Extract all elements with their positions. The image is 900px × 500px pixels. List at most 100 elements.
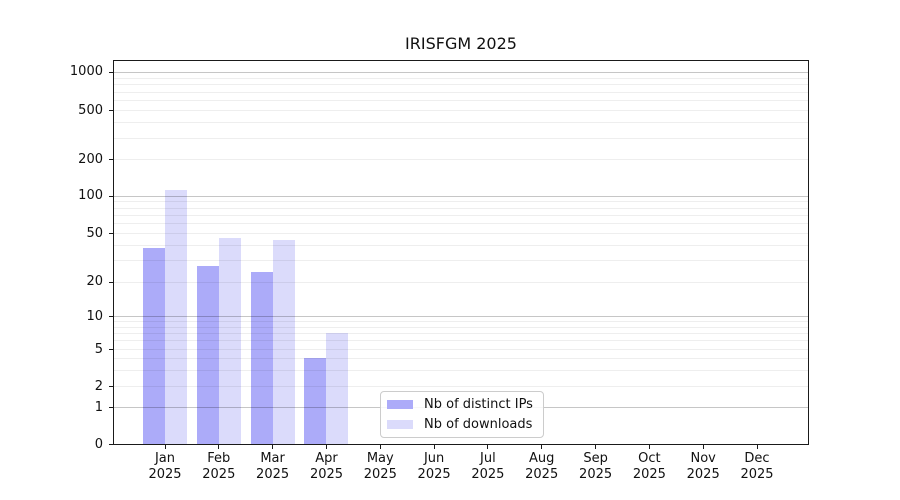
x-tick-label: Mar 2025 [245, 451, 301, 483]
x-tick-label: Nov 2025 [675, 451, 731, 483]
bar-downloads-apr [326, 332, 349, 444]
x-tick-year: 2025 [686, 467, 720, 482]
legend-label-distinct-ips: Nb of distinct IPs [424, 396, 533, 412]
bar-downloads-feb [218, 237, 241, 444]
gridline-major [114, 195, 808, 197]
y-tick-label: 100 [78, 188, 103, 204]
x-tick-year: 2025 [417, 467, 451, 482]
gridline-minor [114, 245, 808, 247]
x-tick-year: 2025 [579, 467, 613, 482]
gridline-minor [114, 340, 808, 342]
x-tick-label: Jun 2025 [406, 451, 462, 483]
y-tick-label: 1 [94, 399, 103, 415]
x-tick-month: May [366, 451, 394, 466]
legend-swatch-distinct-ips [387, 400, 413, 409]
x-tick-label: Oct 2025 [621, 451, 677, 483]
y-tick-label: 1000 [69, 64, 103, 80]
gridline-major [114, 71, 808, 73]
y-tick-label: 20 [86, 274, 103, 290]
gridline-minor [114, 122, 808, 124]
x-tick-mark [756, 445, 758, 449]
legend-swatch-downloads [387, 420, 413, 429]
y-tick-mark [109, 110, 113, 112]
bar-distinct-ips-mar [250, 272, 273, 444]
gridline-minor [114, 91, 808, 93]
gridline-minor [114, 233, 808, 235]
y-tick-mark [109, 159, 113, 161]
x-tick-month: Oct [638, 451, 661, 466]
gridline-minor [114, 77, 808, 79]
x-tick-mark [164, 445, 166, 449]
y-tick-mark [109, 233, 113, 235]
x-tick-label: Apr 2025 [299, 451, 355, 483]
legend-label-downloads: Nb of downloads [424, 416, 533, 432]
x-tick-mark [379, 445, 381, 449]
x-tick-month: Feb [207, 451, 231, 466]
y-tick-mark [109, 316, 113, 317]
x-tick-mark [595, 445, 597, 449]
x-tick-label: Sep 2025 [568, 451, 624, 483]
y-tick-label: 2 [94, 378, 103, 394]
x-tick-mark [218, 445, 220, 449]
x-tick-mark [326, 445, 327, 449]
x-tick-label: Feb 2025 [191, 451, 247, 483]
x-tick-year: 2025 [202, 467, 236, 482]
x-tick-label: May 2025 [352, 451, 408, 483]
y-tick-mark [109, 281, 113, 283]
gridline-major [114, 316, 808, 317]
y-tick-label: 10 [86, 308, 103, 324]
gridline-minor [114, 110, 808, 112]
x-tick-mark [433, 445, 435, 449]
x-tick-month: Nov [690, 451, 716, 466]
x-tick-label: Aug 2025 [514, 451, 570, 483]
gridline-minor [114, 281, 808, 283]
legend-item-downloads: Nb of downloads [387, 416, 543, 432]
bar-downloads-mar [272, 240, 295, 444]
x-tick-label: Jan 2025 [137, 451, 193, 483]
y-tick-mark [109, 71, 113, 73]
gridline-minor [114, 386, 808, 387]
x-tick-label: Jul 2025 [460, 451, 516, 483]
gridline-minor [114, 358, 808, 359]
gridline-minor [114, 84, 808, 86]
gridline-minor [114, 369, 808, 371]
plot-area [113, 60, 809, 445]
x-tick-month: Jan [154, 451, 176, 466]
y-tick-mark [109, 444, 113, 445]
y-tick-label: 200 [78, 151, 103, 167]
y-tick-label: 0 [94, 436, 103, 452]
x-tick-year: 2025 [148, 467, 182, 482]
x-tick-year: 2025 [363, 467, 397, 482]
x-tick-mark [487, 445, 489, 449]
gridline-minor [114, 207, 808, 209]
y-tick-mark [109, 386, 113, 387]
y-tick-mark [109, 407, 113, 409]
gridline-minor [114, 321, 808, 322]
y-tick-mark [109, 195, 113, 197]
gridline-minor [114, 215, 808, 216]
bar-downloads-jan [165, 190, 187, 444]
gridline-minor [114, 201, 808, 203]
x-tick-year: 2025 [309, 467, 344, 482]
x-tick-year: 2025 [740, 467, 774, 482]
x-tick-month: Apr [315, 451, 338, 466]
x-tick-month: Aug [528, 451, 555, 466]
x-tick-year: 2025 [471, 467, 505, 482]
gridline-minor [114, 349, 808, 350]
gridline-minor [114, 333, 808, 334]
legend-item-distinct-ips: Nb of distinct IPs [387, 396, 543, 412]
x-tick-month: Sep [583, 451, 608, 466]
x-tick-mark [648, 445, 650, 449]
y-tick-label: 500 [78, 102, 103, 118]
gridline-minor [114, 260, 808, 262]
gridline-minor [114, 100, 808, 102]
x-tick-label: Dec 2025 [729, 451, 785, 483]
x-tick-year: 2025 [525, 467, 559, 482]
x-tick-mark [541, 445, 543, 449]
x-tick-year: 2025 [632, 467, 666, 482]
x-tick-month: Jun [423, 451, 445, 466]
bar-distinct-ips-apr [304, 358, 327, 444]
y-tick-label: 5 [94, 341, 103, 357]
chart-title: IRISFGM 2025 [405, 34, 517, 53]
